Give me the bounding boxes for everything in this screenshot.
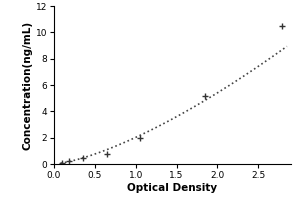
Y-axis label: Concentration(ng/mL): Concentration(ng/mL) [23,20,33,150]
X-axis label: Optical Density: Optical Density [128,183,218,193]
